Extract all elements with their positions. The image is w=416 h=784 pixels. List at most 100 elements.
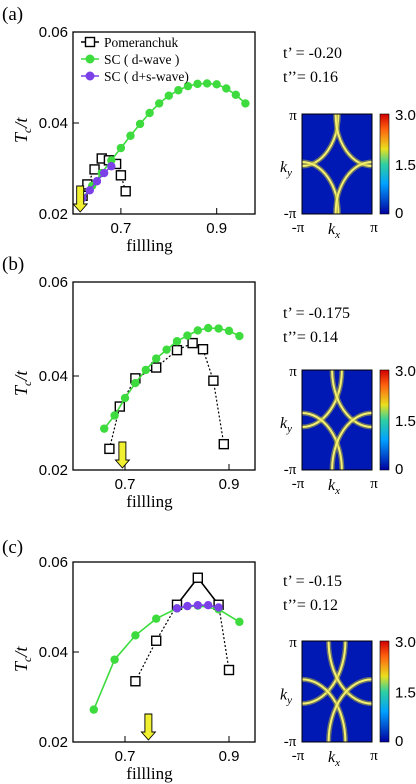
data-point-sc-d-wave <box>110 411 119 420</box>
data-point-pomeranchuk <box>130 676 141 687</box>
data-point-sc-d-wave <box>120 393 130 403</box>
data-point-sc-d-wave <box>89 705 99 714</box>
heatmap-x-tick-left: -π <box>292 476 305 492</box>
colorbar-tick-label: 1.5 <box>395 157 416 174</box>
y-axis-label: Tc/t <box>11 117 34 143</box>
series-line-pomeranchuk <box>108 342 225 450</box>
y-tick-label: 0.02 <box>39 462 68 479</box>
data-point-pomeranchuk <box>150 635 162 646</box>
colorbar-tick-label: 0 <box>395 205 403 222</box>
y-axis-label: Tc/t <box>11 646 34 672</box>
heatmap-y-tick-bottom: -π <box>284 462 297 478</box>
data-point-sc-d-wave <box>155 99 164 108</box>
heatmap-background <box>302 641 372 742</box>
x-tick-label: 0.7 <box>110 220 131 237</box>
series-line-sc-d-wave <box>103 327 240 430</box>
x-axis-label: fillling <box>126 236 173 255</box>
data-point-sc-d-wave <box>135 119 145 129</box>
data-point-sc-d-wave <box>100 424 109 433</box>
x-tick-label: 0.7 <box>115 748 136 765</box>
data-point-sc-d-wave <box>183 331 192 340</box>
y-tick-label: 0.06 <box>39 274 68 291</box>
data-point-sc-d-wave <box>174 86 183 95</box>
data-point-sc-d-wave <box>131 631 140 640</box>
x-tick-label: 0.9 <box>219 476 240 493</box>
heatmap-y-tick-top: π <box>289 635 297 651</box>
data-point-sc-ds-wave <box>107 162 116 171</box>
data-point-pomeranchuk <box>223 664 235 676</box>
data-point-sc-ds-wave <box>92 177 102 186</box>
legend-marker-circle <box>85 71 95 81</box>
data-point-sc-d-wave <box>145 108 154 118</box>
data-point-sc-d-wave <box>116 143 126 153</box>
data-point-sc-ds-wave <box>85 186 94 195</box>
data-point-sc-ds-wave <box>214 603 223 612</box>
colorbar <box>379 369 390 471</box>
y-axis-label: Tc/t <box>11 370 34 396</box>
data-point-sc-d-wave <box>141 365 150 375</box>
y-tick-label: 0.02 <box>39 206 68 223</box>
data-point-sc-d-wave <box>214 324 223 333</box>
heatmap-frame <box>301 369 373 471</box>
t-double-prime-label: t’’= 0.12 <box>283 597 338 614</box>
heatmap-ky-label: ky <box>280 687 292 707</box>
heatmap-background <box>302 370 372 470</box>
colorbar-tick-label: 3.0 <box>395 107 416 124</box>
data-point-sc-d-wave <box>241 99 250 108</box>
data-point-pomeranchuk <box>171 344 183 356</box>
data-point-pomeranchuk <box>197 344 209 355</box>
data-point-sc-d-wave <box>183 81 193 91</box>
data-point-sc-d-wave <box>164 91 173 100</box>
data-point-sc-d-wave <box>126 131 135 140</box>
heatmap-frame <box>301 640 373 743</box>
y-tick-label: 0.04 <box>39 115 68 132</box>
data-point-sc-d-wave <box>231 90 241 99</box>
y-tick-label: 0.06 <box>39 24 68 41</box>
data-point-sc-d-wave <box>152 354 161 363</box>
colorbar-tick-label: 0 <box>395 733 403 750</box>
heatmap-kx-label: kx <box>328 749 340 769</box>
panel-c: (c) 0.02 0.04 0.06 0.7 0.9 fillling Tc/t t’ = -0… <box>2 537 416 783</box>
data-point-sc-d-wave <box>172 337 182 346</box>
t-prime-label: t’ = -0.20 <box>283 45 342 62</box>
data-point-sc-d-wave <box>162 345 171 354</box>
heatmap-x-tick-right: π <box>370 220 378 236</box>
panel-label: (a) <box>2 4 23 25</box>
data-point-sc-d-wave <box>193 79 202 89</box>
heatmap-kx-label: kx <box>328 477 340 497</box>
y-tick-label: 0.04 <box>39 644 68 661</box>
data-point-sc-d-wave <box>110 655 119 664</box>
heatmap-y-tick-bottom: -π <box>284 734 297 750</box>
panel-label: (b) <box>2 254 24 275</box>
data-point-sc-d-wave <box>152 614 161 623</box>
fermi-surface-heatmap: π -π-π π ky kx 3.0 1.5 0 <box>280 634 416 769</box>
colorbar-tick-label: 3.0 <box>395 363 416 380</box>
data-point-pomeranchuk <box>104 443 115 455</box>
heatmap-y-tick-bottom: -π <box>284 206 297 222</box>
data-point-pomeranchuk <box>192 572 204 583</box>
colorbar-tick-label: 1.5 <box>395 685 416 702</box>
heatmap-y-tick-top: π <box>289 364 297 380</box>
legend-label: SC ( d-wave ) <box>104 52 179 67</box>
data-point-sc-d-wave <box>235 331 244 341</box>
data-point-pomeranchuk <box>150 362 162 373</box>
data-point-pomeranchuk <box>187 337 198 349</box>
panel-label: (c) <box>2 537 23 558</box>
panel-b: (b) 0.02 0.04 0.06 0.7 0.9 fillling Tc/t t’ = -0… <box>2 254 416 511</box>
legend-label: Pomeranchuk <box>104 35 178 50</box>
data-point-pomeranchuk <box>115 170 127 181</box>
y-tick-label: 0.02 <box>39 734 68 751</box>
colorbar <box>379 640 390 743</box>
colorbar-tick-label: 1.5 <box>395 413 416 430</box>
data-point-sc-ds-wave <box>183 601 192 611</box>
heatmap-y-tick-top: π <box>289 108 297 124</box>
x-tick-label: 0.9 <box>219 748 240 765</box>
series-line-pomeranchuk <box>134 576 230 682</box>
data-point-sc-d-wave <box>224 326 234 336</box>
t-prime-label: t’ = -0.15 <box>283 573 342 590</box>
t-prime-label: t’ = -0.175 <box>283 305 350 322</box>
data-point-sc-d-wave <box>131 378 140 388</box>
x-tick-label: 0.9 <box>206 220 227 237</box>
colorbar-tick-label: 0 <box>395 461 403 478</box>
